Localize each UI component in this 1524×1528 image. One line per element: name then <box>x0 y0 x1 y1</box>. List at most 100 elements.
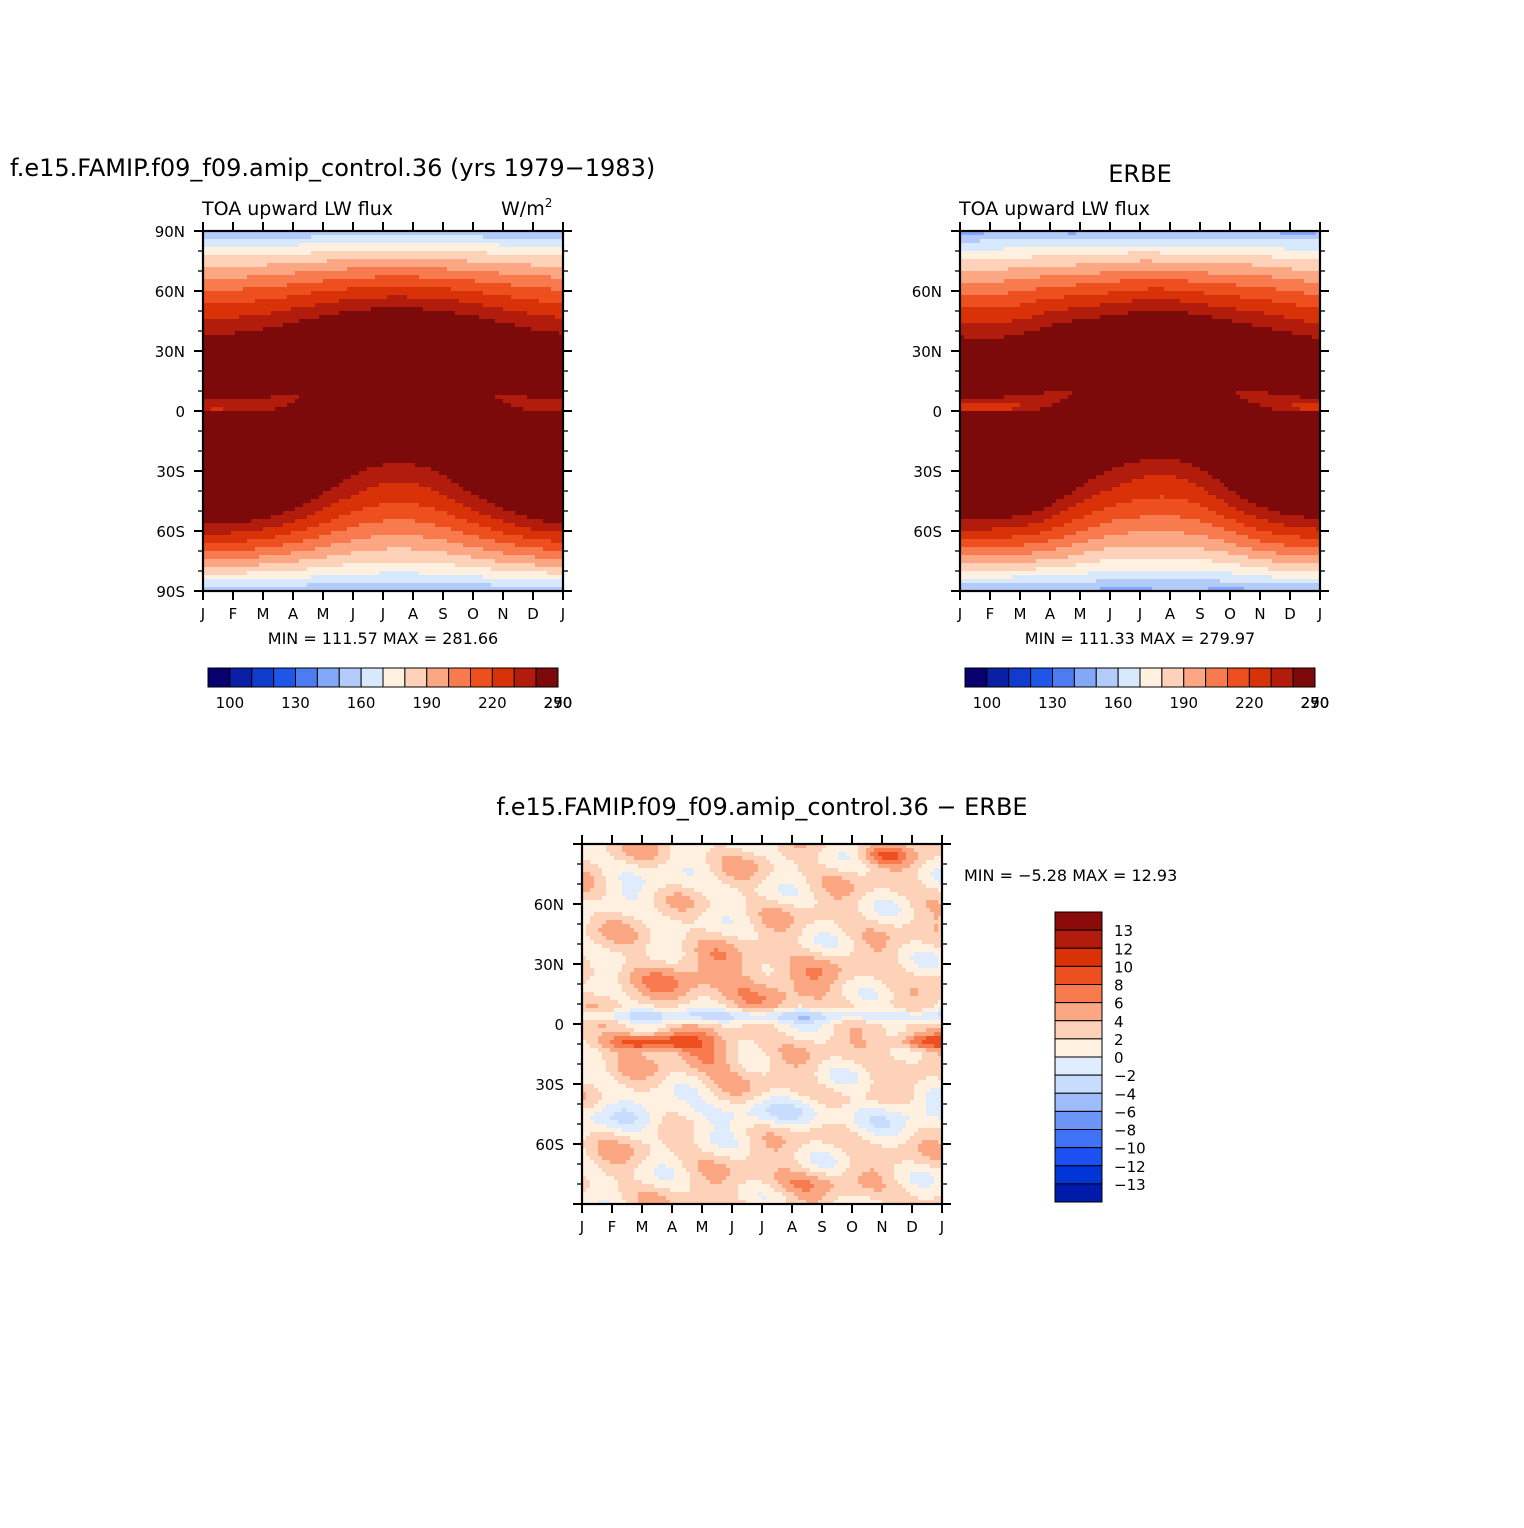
contour-cell <box>814 892 831 897</box>
contour-cell <box>351 495 448 500</box>
colorbar-box <box>1248 667 1272 688</box>
contour-cell <box>826 1040 851 1045</box>
contour-cell <box>606 876 619 881</box>
contour-cell <box>790 964 839 969</box>
contour-cell <box>610 1040 623 1045</box>
contour-cell <box>802 1004 855 1009</box>
contour-cell <box>922 1052 939 1057</box>
contour-cell <box>870 1076 927 1081</box>
contour-cell <box>858 1132 875 1137</box>
contour-cell <box>594 884 607 889</box>
contour-cell <box>662 1012 691 1017</box>
contour-cell <box>738 988 751 993</box>
contour-cell <box>351 475 448 480</box>
contour-cell <box>1212 523 1245 528</box>
contour-cell <box>1076 531 1129 536</box>
contour-cell <box>746 1112 771 1117</box>
contour-cell <box>730 1172 775 1177</box>
contour-cell <box>511 283 563 288</box>
contour-cell <box>642 980 679 985</box>
contour-cell <box>758 1192 763 1197</box>
contour-cell <box>714 1124 731 1129</box>
contour-cell <box>834 1144 883 1149</box>
contour-cell <box>203 407 212 412</box>
contour-cell <box>790 960 831 965</box>
contour-cell <box>1104 507 1209 512</box>
contour-cell <box>960 379 1320 384</box>
contour-cell <box>834 1024 883 1029</box>
contour-cell <box>1316 527 1320 532</box>
contour-cell <box>630 1136 659 1141</box>
contour-cell <box>642 1160 683 1165</box>
contour-cell <box>738 1056 771 1061</box>
contour-cell <box>203 299 256 304</box>
contour-cell <box>630 1144 651 1149</box>
contour-cell <box>902 924 935 929</box>
contour-cell <box>455 515 492 520</box>
contour-cell <box>646 1156 679 1161</box>
contour-cell <box>1144 475 1177 480</box>
contour-cell <box>922 1152 942 1157</box>
contour-cell <box>698 1144 719 1149</box>
contour-cell <box>662 912 703 917</box>
colorbar-label: 8 <box>1114 977 1124 995</box>
contour-cell <box>203 507 296 512</box>
contour-cell <box>291 531 332 536</box>
contour-cell <box>854 1120 871 1125</box>
contour-cell <box>874 1132 899 1137</box>
contour-cell <box>730 884 759 889</box>
contour-cell <box>742 996 767 1001</box>
contour-cell <box>960 551 1033 556</box>
contour-cell <box>960 255 1033 260</box>
contour-cell <box>960 295 1065 300</box>
contour-cell <box>698 964 743 969</box>
contour-cell <box>762 1196 767 1201</box>
contour-cell <box>762 880 807 885</box>
contour-cell <box>654 892 675 897</box>
contour-cell <box>263 327 532 332</box>
contour-cell <box>598 1004 623 1009</box>
contour-cell <box>718 1144 739 1149</box>
colorbar-label: 13 <box>1114 922 1133 940</box>
contour-cell <box>622 1040 703 1045</box>
contour-cell <box>1060 511 1093 516</box>
contour-cell <box>806 876 823 881</box>
contour-cell <box>598 1024 607 1029</box>
contour-cell <box>914 860 927 865</box>
contour-cell <box>778 900 819 905</box>
contour-cell <box>1280 511 1320 516</box>
contour-cell <box>678 1112 703 1117</box>
contour-cell <box>1304 515 1320 520</box>
contour-cell <box>503 519 544 524</box>
contour-cell <box>778 1168 791 1173</box>
contour-cell <box>582 972 595 977</box>
contour-cell <box>547 571 563 576</box>
contour-cell <box>926 1108 942 1113</box>
contour-cell <box>1224 483 1320 488</box>
contour-cell <box>203 559 300 564</box>
contour-cell <box>203 251 312 256</box>
contour-cell <box>926 1104 942 1109</box>
contour-cell <box>582 1160 595 1165</box>
contour-cell <box>387 547 412 552</box>
contour-cell <box>203 475 352 480</box>
contour-cell <box>918 1184 931 1189</box>
colorbar-box <box>986 667 1010 688</box>
colorbar-label: 290 <box>1301 694 1330 712</box>
contour-cell <box>866 848 875 853</box>
contour-cell <box>834 1032 851 1037</box>
contour-cell <box>898 1180 911 1185</box>
contour-cell <box>1108 291 1205 296</box>
contour-cell <box>790 1088 835 1093</box>
y-tick-label: 90N <box>155 223 185 241</box>
contour-cell <box>862 1136 911 1141</box>
contour-cell <box>1140 459 1181 464</box>
contour-cell <box>898 912 915 917</box>
contour-cell <box>906 968 942 973</box>
contour-cell <box>810 888 827 893</box>
contour-cell <box>231 531 292 536</box>
contour-cell <box>778 884 795 889</box>
contour-cell <box>726 996 743 1001</box>
contour-cell <box>678 908 687 913</box>
